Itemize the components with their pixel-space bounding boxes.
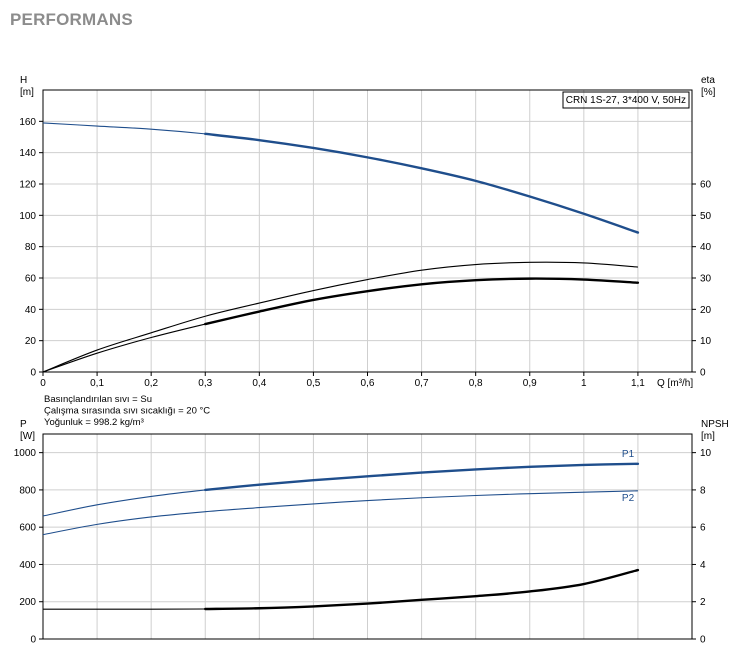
series-label: P1	[622, 449, 635, 460]
y-right-tick-label: 20	[700, 305, 712, 316]
series-line-operating-range	[204, 568, 640, 611]
y-left-tick-label: 160	[19, 117, 36, 128]
y-right-tick-label: 0	[700, 368, 706, 379]
y-right-tick-label: 6	[700, 523, 706, 534]
x-tick-label: 0,7	[415, 378, 429, 389]
x-tick-label: 0,9	[523, 378, 537, 389]
y-right-axis-label: [%]	[701, 87, 716, 98]
y-left-axis-label: [W]	[20, 431, 35, 442]
y-right-tick-label: 10	[700, 336, 712, 347]
y-left-tick-label: 800	[19, 485, 36, 496]
series-line	[42, 278, 638, 373]
series-line-operating-range	[204, 277, 640, 326]
y-left-tick-label: 40	[25, 305, 37, 316]
model-label-box	[562, 91, 690, 109]
y-right-tick-label: 50	[700, 211, 712, 222]
y-left-tick-label: 400	[19, 560, 36, 571]
x-tick-label: 1,1	[631, 378, 645, 389]
x-tick-label: 0,8	[469, 378, 483, 389]
model-label: CRN 1S-27, 3*400 V, 50Hz	[566, 95, 686, 106]
fluid-note: Yoğunluk = 998.2 kg/m³	[44, 417, 144, 428]
y-left-tick-label: 80	[25, 242, 37, 253]
y-right-tick-label: 8	[700, 485, 706, 496]
y-right-axis-label: NPSH	[701, 419, 729, 430]
series-line-operating-range	[204, 462, 640, 492]
y-left-tick-label: 200	[19, 597, 36, 608]
fluid-note: Çalışma sırasında sıvı sıcaklığı = 20 °C	[44, 406, 210, 417]
y-right-tick-label: 2	[700, 597, 706, 608]
y-right-tick-label: 40	[700, 242, 712, 253]
x-tick-label: 0,6	[361, 378, 375, 389]
x-tick-label: 0,5	[306, 378, 320, 389]
y-left-axis-label: H	[20, 75, 27, 86]
y-left-axis-label: [m]	[20, 87, 34, 98]
plot-frame	[42, 433, 693, 640]
x-tick-label: 1	[581, 378, 587, 389]
x-tick-label: 0,4	[252, 378, 266, 389]
y-left-tick-label: 120	[19, 180, 36, 191]
y-right-tick-label: 0	[700, 635, 706, 646]
y-left-tick-label: 20	[25, 336, 37, 347]
y-right-axis-label: eta	[701, 75, 715, 86]
y-left-tick-label: 140	[19, 148, 36, 159]
series-line	[42, 122, 639, 234]
x-tick-label: 0,2	[144, 378, 158, 389]
y-left-axis-label: P	[20, 419, 27, 430]
y-left-tick-label: 100	[19, 211, 36, 222]
y-left-tick-label: 0	[30, 368, 36, 379]
y-left-tick-label: 60	[25, 274, 37, 285]
page-title: PERFORMANS	[10, 10, 133, 29]
y-right-tick-label: 10	[700, 448, 712, 459]
y-left-tick-label: 1000	[14, 448, 37, 459]
y-left-tick-label: 0	[30, 635, 36, 646]
y-right-tick-label: 4	[700, 560, 706, 571]
y-right-tick-label: 60	[700, 180, 712, 191]
x-tick-label: 0,1	[90, 378, 104, 389]
x-axis-label: Q [m³/h]	[657, 378, 693, 389]
x-tick-label: 0,3	[198, 378, 212, 389]
series-label: P2	[622, 493, 635, 504]
y-right-axis-label: [m]	[701, 431, 715, 442]
x-tick-label: 0	[40, 378, 46, 389]
fluid-note: Basınçlandırılan sıvı = Su	[44, 394, 152, 405]
y-left-tick-label: 600	[19, 523, 36, 534]
series-line-operating-range	[204, 132, 640, 234]
series-line	[42, 490, 638, 536]
y-right-tick-label: 30	[700, 274, 712, 285]
series-line	[42, 261, 638, 373]
